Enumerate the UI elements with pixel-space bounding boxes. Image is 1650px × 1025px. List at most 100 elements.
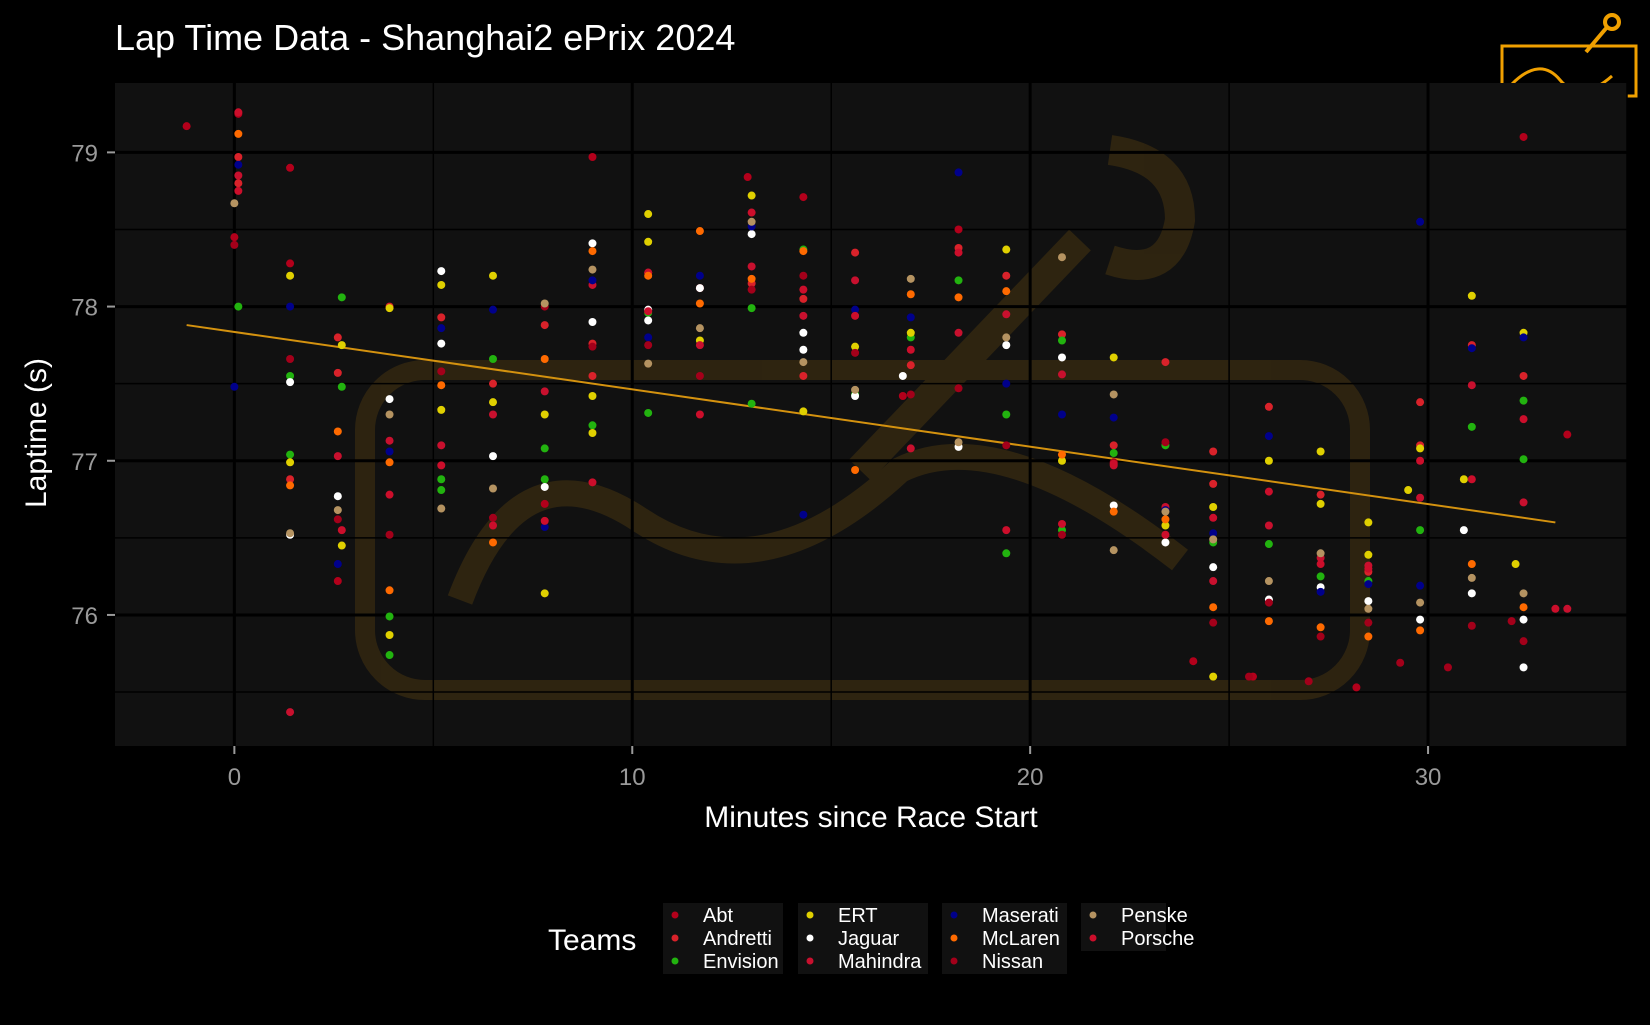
- data-point: [1519, 396, 1528, 405]
- data-point: [437, 381, 446, 390]
- data-point: [540, 299, 549, 308]
- data-point: [489, 538, 497, 547]
- legend-label-mclaren: McLaren: [982, 928, 1060, 950]
- data-point: [1396, 658, 1405, 667]
- data-point: [695, 341, 704, 350]
- data-point: [333, 333, 342, 342]
- data-point: [747, 304, 756, 313]
- data-point: [1002, 310, 1011, 319]
- data-point: [1467, 422, 1476, 431]
- data-point: [286, 163, 295, 172]
- data-point: [644, 307, 653, 316]
- legend-key-porsche: [1089, 934, 1097, 942]
- data-point: [1209, 672, 1218, 681]
- data-point: [588, 429, 597, 438]
- x-axis-title: Minutes since Race Start: [704, 801, 1038, 834]
- data-point: [851, 276, 860, 285]
- data-point: [588, 239, 597, 248]
- data-point: [1057, 353, 1066, 362]
- data-point: [333, 506, 342, 515]
- legend-label-mahindra: Mahindra: [838, 951, 922, 973]
- data-point: [1551, 604, 1560, 613]
- data-point: [588, 371, 597, 380]
- data-point: [898, 391, 907, 400]
- data-point: [234, 108, 243, 117]
- data-point: [286, 371, 295, 380]
- data-point: [1002, 441, 1011, 450]
- data-point: [1316, 447, 1325, 456]
- data-point: [954, 438, 963, 447]
- data-point: [1519, 455, 1528, 464]
- data-point: [799, 311, 808, 320]
- data-point: [1519, 333, 1528, 342]
- data-point: [1209, 503, 1218, 512]
- data-point: [851, 348, 860, 357]
- data-point: [1416, 444, 1425, 453]
- data-point: [644, 271, 653, 280]
- data-point: [1109, 449, 1118, 458]
- data-point: [851, 305, 860, 314]
- data-point: [385, 651, 394, 660]
- legend-label-maserati: Maserati: [982, 905, 1059, 927]
- data-point: [1316, 560, 1325, 569]
- data-point: [1364, 580, 1373, 589]
- data-point: [747, 274, 756, 283]
- data-point: [1057, 450, 1066, 459]
- legend-label-penske: Penske: [1121, 905, 1188, 927]
- data-point: [1057, 330, 1066, 339]
- data-point: [1245, 672, 1253, 681]
- data-point: [644, 341, 653, 350]
- data-point: [385, 612, 394, 621]
- data-point: [747, 208, 756, 217]
- data-point: [588, 478, 597, 487]
- data-point: [385, 395, 394, 404]
- legend-key-background: [1081, 903, 1166, 951]
- chart-title: Lap Time Data - Shanghai2 ePrix 2024: [115, 17, 735, 58]
- data-point: [1352, 683, 1361, 692]
- data-point: [234, 153, 243, 162]
- data-point: [1459, 526, 1468, 535]
- data-point: [1109, 390, 1118, 399]
- data-point: [1416, 626, 1425, 635]
- x-tick-label: 20: [1017, 764, 1044, 791]
- legend-key-background: [663, 903, 783, 974]
- legend-label-porsche: Porsche: [1121, 928, 1194, 950]
- data-point: [1161, 538, 1170, 547]
- series-mahindra: [234, 171, 1572, 717]
- data-point: [1416, 493, 1425, 502]
- data-point: [1057, 530, 1066, 539]
- data-point: [588, 276, 597, 285]
- data-point: [1467, 344, 1476, 353]
- data-point: [234, 129, 243, 138]
- data-point: [540, 589, 549, 598]
- data-point: [1364, 632, 1373, 641]
- data-point: [333, 560, 342, 569]
- data-point: [1316, 490, 1325, 499]
- legend-key-background: [942, 903, 1067, 974]
- data-point: [1364, 618, 1373, 627]
- data-point: [230, 240, 239, 249]
- data-point: [1416, 456, 1425, 465]
- data-point: [1459, 475, 1468, 484]
- data-point: [1467, 381, 1476, 390]
- data-point: [851, 391, 860, 400]
- legend-key-envision: [671, 957, 679, 965]
- data-point: [1209, 479, 1218, 488]
- data-point: [1511, 560, 1520, 569]
- data-point: [644, 210, 653, 219]
- data-point: [906, 313, 915, 322]
- data-point: [695, 299, 704, 308]
- data-point: [906, 328, 915, 337]
- data-point: [1519, 637, 1528, 646]
- data-point: [1057, 410, 1066, 419]
- legend-key-background: [798, 903, 928, 974]
- data-point: [437, 267, 446, 276]
- series-abt: [182, 109, 1572, 692]
- grid-lines: [115, 83, 1628, 746]
- data-point: [1467, 291, 1476, 300]
- data-point: [1209, 618, 1218, 627]
- data-point: [1443, 663, 1452, 672]
- legend-key-jaguar: [806, 934, 814, 942]
